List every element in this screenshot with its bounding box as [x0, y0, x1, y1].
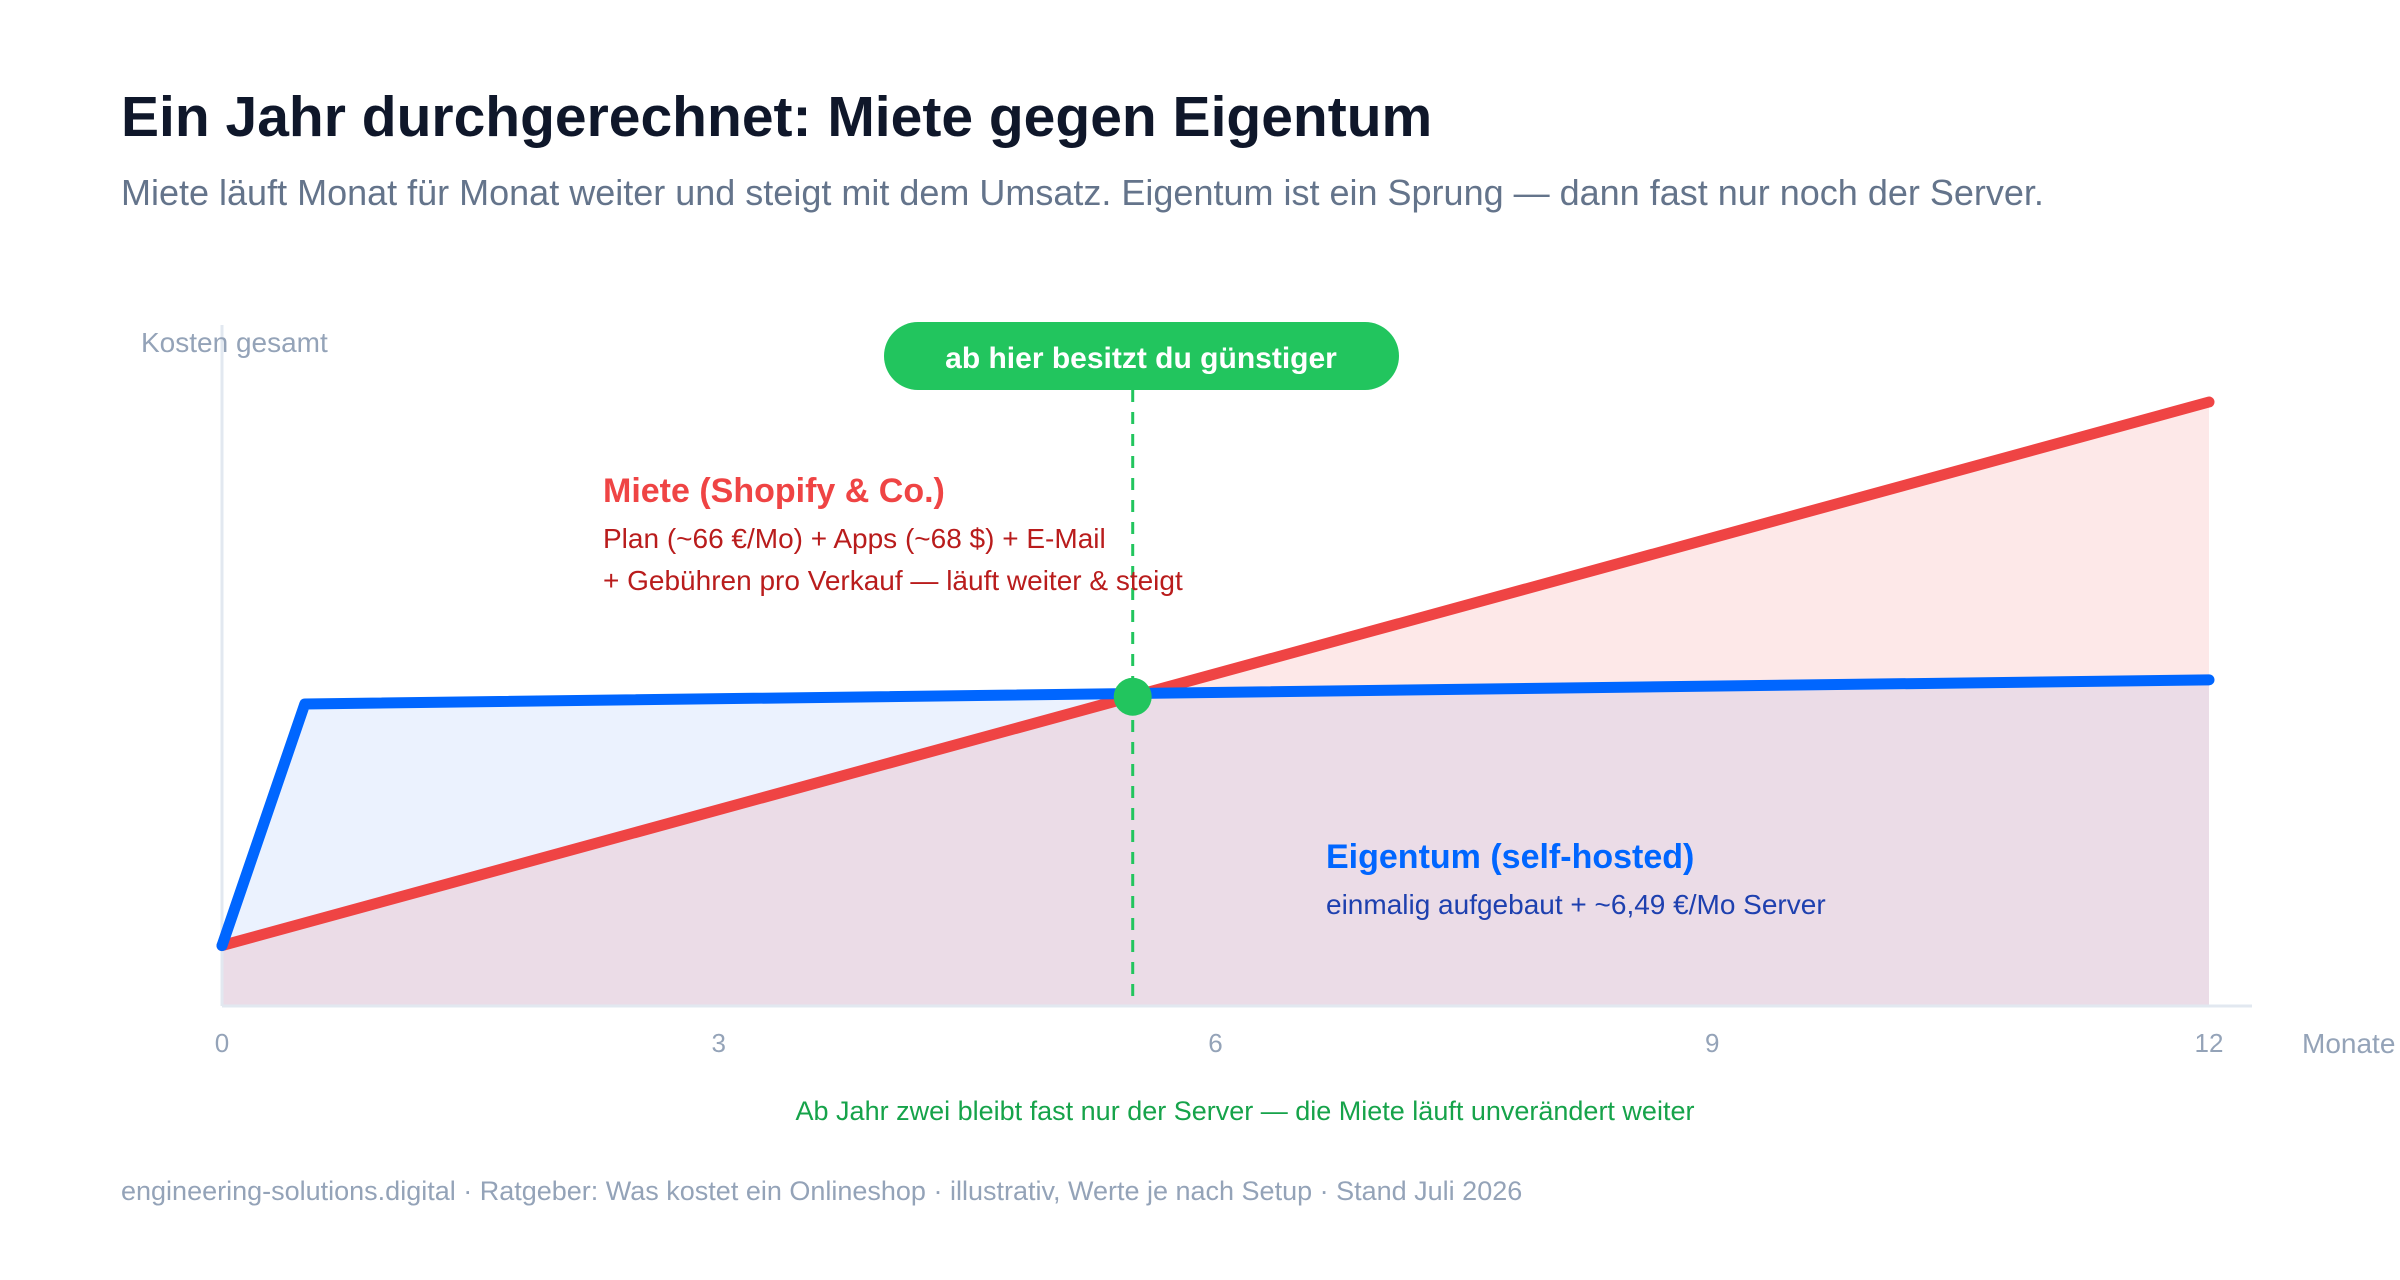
y-axis-label: Kosten gesamt: [141, 327, 328, 358]
breakeven-callout: ab hier besitzt du günstiger: [884, 322, 1399, 390]
rent-annotation-title: Miete (Shopify & Co.): [603, 472, 945, 510]
x-tick-label: 0: [215, 1028, 229, 1058]
own-annotation: Eigentum (self-hosted) einmalig aufgebau…: [1326, 838, 1826, 920]
own-annotation-title: Eigentum (self-hosted): [1326, 838, 1694, 876]
x-tick-label: 6: [1208, 1028, 1222, 1058]
x-tick-label: 9: [1705, 1028, 1719, 1058]
x-ticks: 0 3 6 9 12: [215, 1028, 2224, 1058]
area-fills: [222, 402, 2209, 1006]
rent-annotation-line1: Plan (~66 €/Mo) + Apps (~68 $) + E-Mail: [603, 523, 1106, 554]
chart-subtitle: Miete läuft Monat für Monat weiter und s…: [121, 172, 2044, 213]
callout-label: ab hier besitzt du günstiger: [945, 342, 1337, 375]
breakeven-point: [1113, 677, 1152, 716]
own-series-line: [216, 674, 2215, 952]
rent-area-fill: [222, 402, 2209, 1006]
x-tick-label: 12: [2195, 1028, 2224, 1058]
rent-annotation-line2: + Gebühren pro Verkauf — läuft weiter & …: [603, 565, 1183, 596]
rent-series-line: [216, 396, 2215, 952]
footer-source: engineering-solutions.digital · Ratgeber…: [121, 1176, 1523, 1206]
rent-annotation: Miete (Shopify & Co.) Plan (~66 €/Mo) + …: [603, 472, 1183, 596]
chart-title: Ein Jahr durchgerechnet: Miete gegen Eig…: [121, 85, 1433, 149]
chart-note: Ab Jahr zwei bleibt fast nur der Server …: [796, 1096, 1695, 1126]
callout-pill: [884, 322, 1399, 390]
x-axis-label: Monate: [2302, 1028, 2395, 1059]
own-annotation-line1: einmalig aufgebaut + ~6,49 €/Mo Server: [1326, 889, 1826, 920]
x-tick-label: 3: [712, 1028, 726, 1058]
own-area-fill: [222, 679, 2209, 1006]
